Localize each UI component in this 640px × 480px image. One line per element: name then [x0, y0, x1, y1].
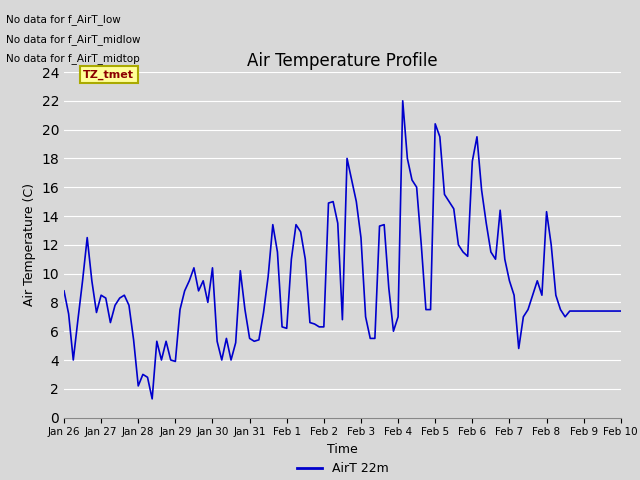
Text: No data for f_AirT_midtop: No data for f_AirT_midtop: [6, 53, 140, 64]
Legend: AirT 22m: AirT 22m: [292, 457, 393, 480]
Text: No data for f_AirT_midlow: No data for f_AirT_midlow: [6, 34, 141, 45]
Y-axis label: Air Temperature (C): Air Temperature (C): [23, 183, 36, 306]
X-axis label: Time: Time: [327, 443, 358, 456]
Text: No data for f_AirT_low: No data for f_AirT_low: [6, 14, 121, 25]
Text: TZ_tmet: TZ_tmet: [83, 70, 134, 80]
Title: Air Temperature Profile: Air Temperature Profile: [247, 52, 438, 71]
